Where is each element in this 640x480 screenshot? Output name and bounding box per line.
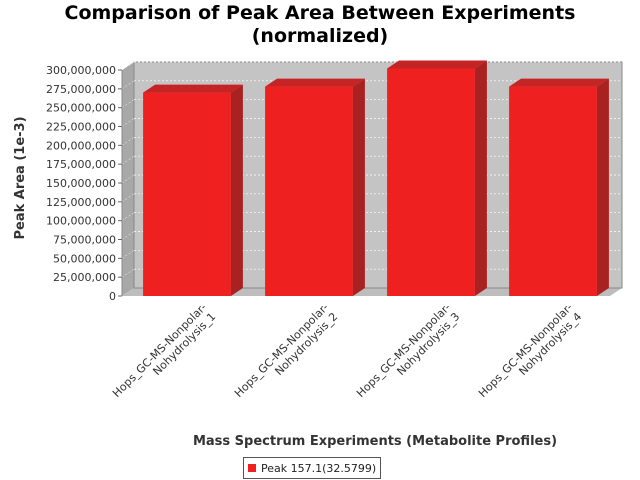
gridline-side xyxy=(121,80,135,90)
plot-left-wall xyxy=(122,62,134,296)
y-tick-label: 75,000,000 xyxy=(53,234,116,247)
chart-title-line-1: Comparison of Peak Area Between Experime… xyxy=(64,2,576,24)
gridline-side xyxy=(121,268,135,278)
y-tick-label: 300,000,000 xyxy=(46,64,116,77)
gridline-side xyxy=(121,193,135,203)
bar-side xyxy=(352,78,365,296)
x-category-label: Hops_GC-MS-Nonpolar-Nohydrolysis_2 xyxy=(232,301,340,409)
bar-top xyxy=(143,84,243,93)
gridline-side xyxy=(121,212,135,221)
bar-front xyxy=(509,86,597,296)
gridline-side xyxy=(121,61,135,71)
y-tick-label: 200,000,000 xyxy=(46,139,116,152)
bar xyxy=(265,78,365,296)
x-category-label: Hops_GC-MS-Nonpolar-Nohydrolysis_4 xyxy=(476,301,584,409)
y-tick-label: 100,000,000 xyxy=(46,215,116,228)
bar-top xyxy=(265,78,365,87)
bar-side xyxy=(596,78,609,296)
x-category-label-line: Hops_GC-MS-Nonpolar- xyxy=(232,301,331,400)
legend-label: Peak 157.1(32.5799) xyxy=(261,461,377,475)
gridline-side xyxy=(121,99,135,108)
y-tick-label: 25,000,000 xyxy=(53,271,116,284)
bar-side xyxy=(474,60,487,296)
x-axis: Hops_GC-MS-Nonpolar-Nohydrolysis_1 Hops_G… xyxy=(110,301,584,409)
bars xyxy=(143,60,609,296)
bar xyxy=(509,78,609,296)
gridline-side xyxy=(121,137,135,146)
bar-side xyxy=(230,84,243,296)
legend-swatch xyxy=(248,464,256,472)
y-tick-label: 250,000,000 xyxy=(46,102,116,115)
y-tick-label: 225,000,000 xyxy=(46,121,116,134)
y-tick-label: 50,000,000 xyxy=(53,252,116,265)
bar xyxy=(143,84,243,296)
y-tick-label: 0 xyxy=(109,290,116,303)
gridline-side xyxy=(121,231,135,240)
y-tick-label: 125,000,000 xyxy=(46,196,116,209)
plot-floor xyxy=(122,288,622,296)
y-tick-label: 275,000,000 xyxy=(46,83,116,96)
x-category-label-line: Hops_GC-MS-Nonpolar- xyxy=(476,301,575,400)
bar-top xyxy=(387,60,487,69)
chart-title: Comparison of Peak Area Between Experime… xyxy=(0,2,640,48)
x-category-label: Hops_GC-MS-Nonpolar-Nohydrolysis_1 xyxy=(110,301,218,409)
bar-top xyxy=(509,78,609,87)
gridline-side xyxy=(121,250,135,259)
gridline-side xyxy=(121,118,135,127)
gridline-side xyxy=(121,155,135,165)
chart-title-line-2: (normalized) xyxy=(251,25,389,47)
x-category-label-line: Hops_GC-MS-Nonpolar- xyxy=(354,301,453,400)
x-category-label: Hops_GC-MS-Nonpolar-Nohydrolysis_3 xyxy=(354,301,462,409)
bar xyxy=(387,60,487,296)
bar-front xyxy=(265,86,353,296)
legend: Peak 157.1(32.5799) xyxy=(243,457,382,479)
x-category-label-line: Hops_GC-MS-Nonpolar- xyxy=(110,301,209,400)
y-tick-label: 150,000,000 xyxy=(46,177,116,190)
x-axis-title: Mass Spectrum Experiments (Metabolite Pr… xyxy=(193,434,557,449)
y-axis-title: Peak Area (1e-3) xyxy=(13,116,28,239)
y-tick-label: 175,000,000 xyxy=(46,158,116,171)
bar-front xyxy=(387,68,475,296)
gridline-side xyxy=(121,174,135,184)
y-axis: 0 25,000,000 50,000,000 75,000,000 100,000,0… xyxy=(46,64,123,303)
bar-front xyxy=(143,92,231,296)
bar-chart: 0 25,000,000 50,000,000 75,000,000 100,000,0… xyxy=(13,60,623,449)
